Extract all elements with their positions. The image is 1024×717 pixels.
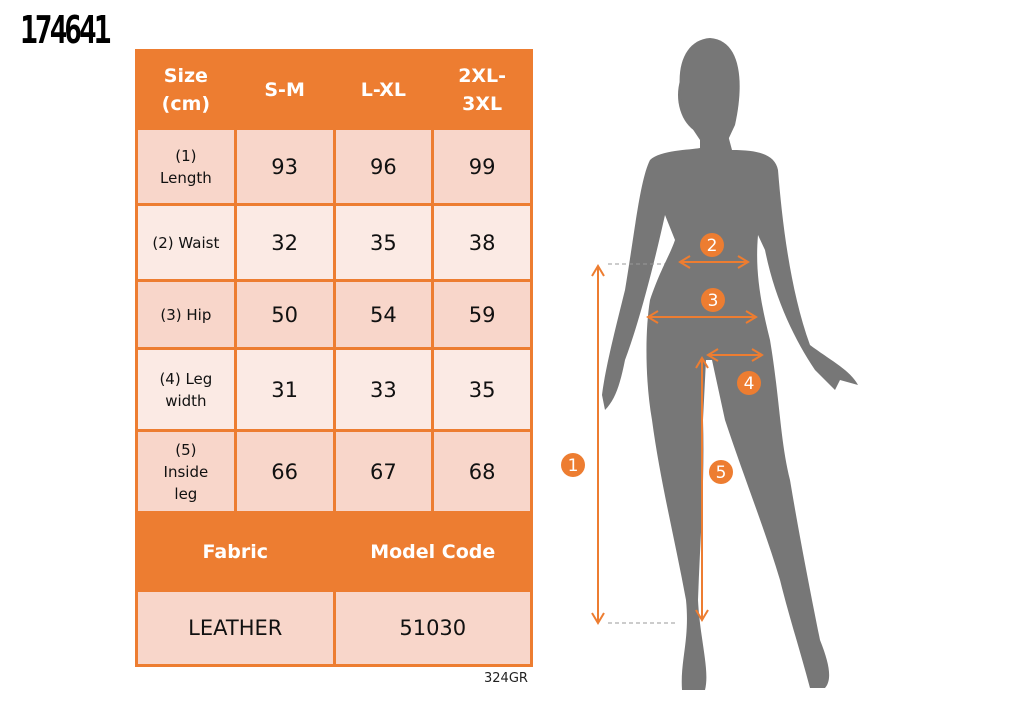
row-label: (1) Length [135,127,237,206]
table-row: (2) Waist 32 35 38 [135,203,533,282]
fabric-header-row: Fabric Model Code [135,511,533,592]
svg-text:1: 1 [568,456,579,476]
measurement-arrows [591,255,764,625]
cell: 35 [431,347,533,432]
svg-text:4: 4 [744,374,755,394]
table-row: (1) Length 93 96 99 [135,127,533,206]
svg-text:2: 2 [707,236,718,256]
cell: 67 [332,429,435,514]
table-row: (3) Hip 50 54 59 [135,279,533,350]
cell: 59 [431,279,533,350]
cell: 35 [332,203,435,282]
cell: 66 [233,429,336,514]
cell: 93 [233,127,336,206]
marker-1: 1 [561,453,585,477]
marker-3: 3 [701,288,725,312]
marker-5: 5 [709,460,733,484]
row-label: (3) Hip [135,279,237,350]
cell: 32 [233,203,336,282]
cell: 54 [332,279,435,350]
model-code-label: Model Code [332,511,533,592]
cell: 68 [431,429,533,514]
size-chart-table: Size (cm) S-M L-XL 2XL-3XL (1) Length 93… [135,49,533,667]
product-code: 174641 [20,8,111,52]
footer-code: 324GR [484,671,528,686]
model-code-value: 51030 [332,589,533,667]
female-silhouette [602,38,858,690]
fabric-label: Fabric [135,511,336,592]
table-header-row: Size (cm) S-M L-XL 2XL-3XL [135,49,533,130]
cell: 38 [431,203,533,282]
fabric-value: LEATHER [135,589,336,667]
header-cell: L-XL [332,49,435,130]
header-cell: S-M [233,49,336,130]
cell: 50 [233,279,336,350]
row-label: (5) Inside leg [135,429,237,514]
header-cell: 2XL-3XL [431,49,533,130]
svg-text:5: 5 [716,463,727,483]
table-row: (4) Leg width 31 33 35 [135,347,533,432]
marker-2: 2 [700,233,724,257]
header-cell: Size (cm) [135,49,237,130]
fabric-row: LEATHER 51030 [135,589,533,667]
table-row: (5) Inside leg 66 67 68 [135,429,533,514]
cell: 96 [332,127,435,206]
guide-lines [608,263,675,624]
marker-4: 4 [737,371,761,395]
row-label: (2) Waist [135,203,237,282]
cell: 99 [431,127,533,206]
svg-text:3: 3 [708,291,719,311]
cell: 31 [233,347,336,432]
row-label: (4) Leg width [135,347,237,432]
cell: 33 [332,347,435,432]
